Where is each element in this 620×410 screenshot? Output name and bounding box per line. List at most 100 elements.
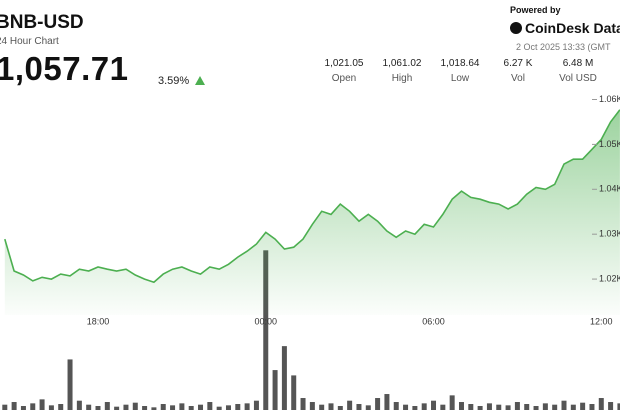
volume-bar <box>114 406 120 410</box>
volume-bar <box>309 402 315 410</box>
y-tick-label: 1.02K <box>599 273 620 283</box>
volume-bar <box>542 403 548 410</box>
volume-bar <box>58 404 64 410</box>
volume-bar <box>412 406 418 410</box>
volume-bar <box>104 402 110 410</box>
volume-bar <box>76 400 82 410</box>
x-tick-label: 18:00 <box>87 316 110 326</box>
stat: 1,061.02 High <box>372 58 432 84</box>
stat-value: 6.27 K <box>503 58 533 69</box>
volume-bar <box>356 404 362 410</box>
stat: 6.27 K Vol <box>488 58 548 84</box>
volume-bar <box>291 375 297 410</box>
x-tick-label: 06:00 <box>422 316 445 326</box>
logo-icon <box>510 22 522 34</box>
volume-bar <box>123 404 129 410</box>
stat-label: Open <box>331 73 357 84</box>
y-tick-label: 1.04K <box>599 184 620 194</box>
stat-value: 1,018.64 <box>440 58 480 69</box>
volume-bar <box>384 394 390 410</box>
volume-bar <box>375 398 381 410</box>
volume-bar <box>598 398 604 410</box>
volume-bar <box>160 404 166 410</box>
volume-bar <box>151 407 157 410</box>
price: 1,057.71 <box>0 50 129 87</box>
up-arrow <box>195 76 205 85</box>
volume-bar <box>132 402 138 410</box>
area <box>4 109 620 315</box>
volume-bar <box>365 405 371 410</box>
stat-label: High <box>391 73 413 84</box>
volume-bar <box>570 404 576 410</box>
volume-bar <box>67 359 73 410</box>
volume-bar <box>48 405 54 410</box>
stat: 6.48 M Vol USD <box>548 58 608 84</box>
volume-bar <box>347 400 353 410</box>
volume-bar <box>589 404 595 410</box>
volume-bar <box>2 404 8 410</box>
chart-subtitle: 24 Hour Chart <box>0 36 59 47</box>
volume-bar <box>86 404 92 410</box>
x-tick-label: 12:00 <box>590 316 613 326</box>
volume-bar <box>244 403 250 410</box>
volume-bar <box>253 400 259 410</box>
volume-bar <box>300 398 306 410</box>
stat-value: 1,021.05 <box>324 58 364 69</box>
volume-bar <box>11 402 17 410</box>
volume-bar <box>608 402 614 410</box>
stat: 1,018.64 Low <box>430 58 490 84</box>
x-tick-label: 00:00 <box>254 316 277 326</box>
volume-bar <box>281 346 287 410</box>
volume-bar <box>431 400 437 410</box>
volume-bar <box>179 403 185 410</box>
volume-bar <box>39 399 45 410</box>
logo: CoinDesk Data <box>525 20 620 36</box>
volume-bar <box>263 250 269 410</box>
volume-bar <box>30 403 36 410</box>
y-tick-label: 1.06K <box>599 94 620 104</box>
y-tick-label: 1.05K <box>599 139 620 149</box>
volume-bar <box>533 406 539 410</box>
volume-bar <box>496 404 502 410</box>
volume-bar <box>449 395 455 410</box>
volume-bar <box>20 406 26 410</box>
volume-bar <box>514 402 520 410</box>
change: 3.59% <box>158 75 190 87</box>
timestamp: 2 Oct 2025 13:33 (GMT <box>516 42 611 52</box>
volume-bar <box>328 403 334 410</box>
price-line <box>4 109 620 284</box>
volume-bar <box>170 405 176 410</box>
volume-bar <box>216 406 222 410</box>
volume-bar <box>580 402 586 410</box>
volume-bar <box>337 406 343 410</box>
volume-bar <box>552 404 558 410</box>
y-tick-label: 1.03K <box>599 229 620 239</box>
volume-bar <box>486 403 492 410</box>
volume-bar <box>225 405 231 410</box>
stat-value: 6.48 M <box>562 58 594 69</box>
volume-bar <box>505 405 511 410</box>
stat-value: 1,061.02 <box>382 58 422 69</box>
volume-bar <box>421 403 427 410</box>
volume-bar <box>524 404 530 410</box>
volume-bar <box>272 370 278 410</box>
volume-bar <box>198 404 204 410</box>
volume-bar <box>468 404 474 410</box>
stat: 1,021.05 Open <box>314 58 374 84</box>
stat-label: Low <box>450 73 470 84</box>
volume-bar <box>458 402 464 410</box>
stat-label: Vol USD <box>559 73 597 84</box>
volume-bar <box>235 404 241 410</box>
stat-label: Vol <box>511 73 525 84</box>
volume-bar <box>477 406 483 410</box>
volume-bar <box>617 403 620 410</box>
volume-bar <box>207 402 213 410</box>
volume-bar <box>440 404 446 410</box>
volume-bar <box>142 406 148 410</box>
volume-bar <box>319 404 325 410</box>
volume-bar <box>188 406 194 410</box>
volume-bar <box>561 400 567 410</box>
powered-by: Powered by <box>510 5 561 15</box>
